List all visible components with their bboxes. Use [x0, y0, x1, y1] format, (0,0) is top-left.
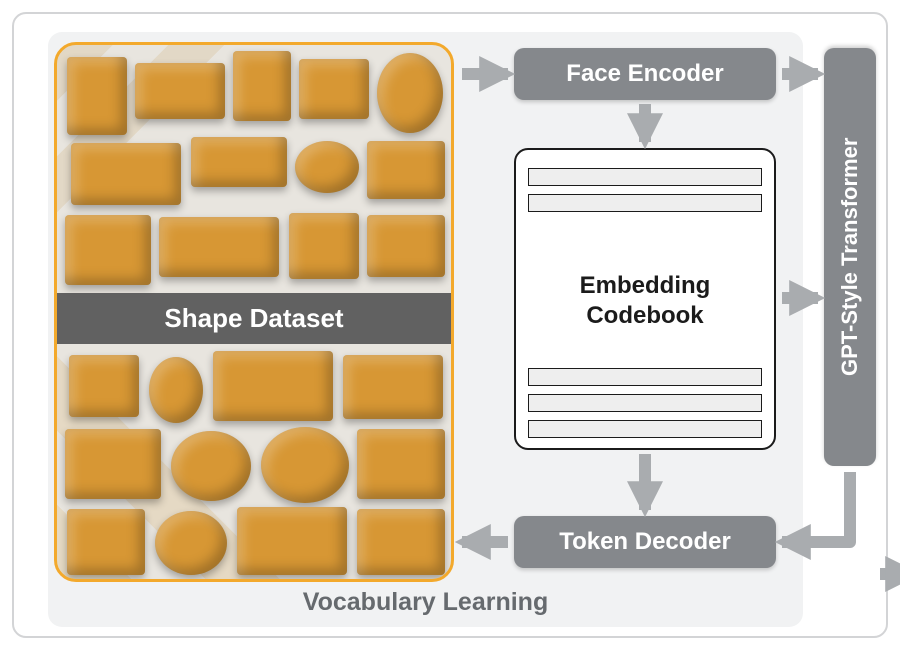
arrows-layer [14, 14, 900, 664]
outer-frame: Vocabulary Learning Shape Dataset Face E… [12, 12, 888, 638]
arrow-gpt-to-decoder [782, 472, 850, 542]
